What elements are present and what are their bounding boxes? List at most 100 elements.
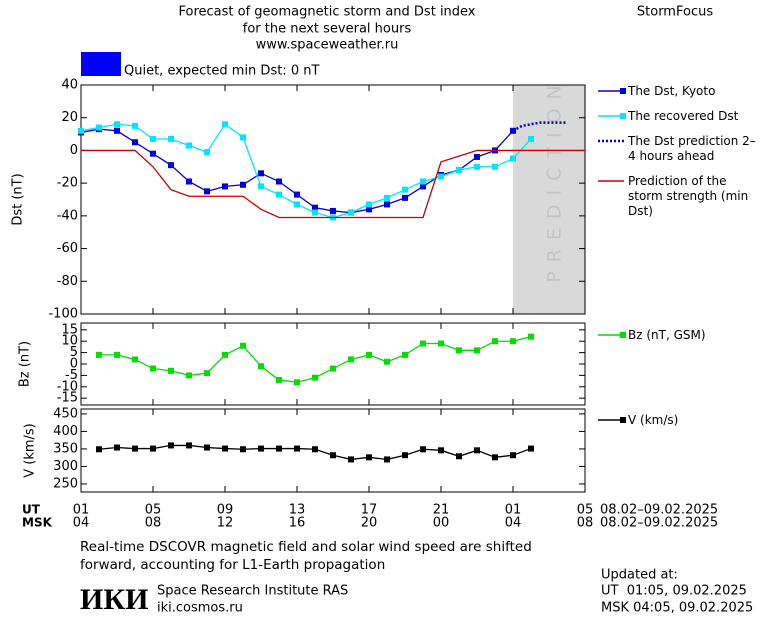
marker [222,183,228,190]
marker [240,342,246,349]
y-tick-label: -5 [65,368,78,383]
marker [420,340,426,347]
marker [492,454,498,461]
marker [186,442,192,449]
y-tick-label: 400 [53,424,78,439]
marker [456,453,462,460]
marker [204,444,210,451]
marker [456,347,462,354]
y-tick-label: 40 [61,78,78,93]
marker [528,445,534,452]
y-tick-label: -60 [57,241,78,256]
marker [294,201,300,208]
marker [204,149,210,156]
legend-label: The recovered Dst [628,109,739,123]
marker [474,163,480,170]
legend-item: The Dst prediction 2–4 hours ahead [596,134,756,164]
legend-item: Prediction of the storm strength (min Ds… [596,174,756,219]
x-tick-label-msk: 08 [145,516,162,531]
legend-swatch [598,417,626,423]
marker [186,372,192,379]
legend-swatch [598,88,626,94]
marker [132,356,138,363]
legend: Bz (nT, GSM) [596,328,756,353]
marker [492,163,498,170]
legend-item: The recovered Dst [596,109,756,124]
legend-label: Prediction of the storm strength (min Ds… [628,174,749,218]
marker [240,446,246,453]
title: www.spaceweather.ru [256,38,399,53]
marker [348,209,354,216]
marker [402,194,408,201]
marker [330,207,336,214]
legend-item: Bz (nT, GSM) [596,328,756,343]
y-tick-label: -100 [48,307,78,322]
legend-marker [620,417,626,423]
marker [474,347,480,354]
marker [96,124,102,131]
legend-marker [620,88,626,94]
panel-frame [80,322,586,406]
series-line [512,121,567,132]
marker [330,452,336,459]
legend: The Dst, Kyoto The recovered Dst The Dst p… [596,84,756,229]
y-tick-label: -10 [57,379,78,394]
x-tick-label: 13 [289,503,306,518]
marker [222,445,228,452]
note-line: Real-time DSCOVR magnetic field and sola… [80,539,532,555]
panel-frame [80,84,586,315]
legend-label: The Dst prediction 2–4 hours ahead [628,134,756,163]
marker [474,153,480,160]
series-line [80,128,514,214]
y-tick-label: -15 [57,391,78,406]
marker [366,201,372,208]
marker [276,191,282,198]
marker [402,452,408,459]
marker [276,445,282,452]
x-tick-label: 05 [577,503,594,518]
note-line: forward, accounting for L1-Earth propaga… [80,557,386,573]
marker [438,340,444,347]
marker [114,121,120,128]
legend-swatch [598,180,624,182]
updated-msk: MSK 04:05, 09.02.2025 [601,601,753,616]
y-tick-label: 0 [70,357,78,372]
series-line [80,123,532,219]
msk-range: 08.02–09.02.2025 [600,516,718,531]
marker [348,456,354,463]
legend-marker [620,113,626,119]
panel-frame [80,408,586,493]
ut-range: 08.02–09.02.2025 [600,503,718,518]
marker [384,456,390,463]
marker [150,445,156,452]
marker [114,351,120,358]
marker [96,351,102,358]
x-tick-label-msk: 00 [433,516,450,531]
marker [330,365,336,372]
x-tick-label: 09 [217,503,234,518]
marker [510,452,516,459]
x-tick-label-msk: 16 [289,516,306,531]
y-axis-label: Bz (nT) [18,341,33,387]
status: Quiet, expected min Dst: 0 nT [124,64,319,79]
marker [114,444,120,451]
marker [294,191,300,198]
logo: ИКИ [80,583,148,616]
marker [186,178,192,185]
marker [168,162,174,169]
x-tick-label-msk: 12 [217,516,234,531]
x-tick-label: 05 [145,503,162,518]
x-tick-label: 01 [505,503,522,518]
x-tick-label: 01 [73,503,90,518]
marker [222,121,228,128]
marker [78,127,84,134]
marker [132,122,138,129]
x-tick-label-msk: 20 [361,516,378,531]
y-tick-label: -80 [57,274,78,289]
marker [204,188,210,195]
marker [366,206,372,213]
marker [294,445,300,452]
marker [276,376,282,383]
